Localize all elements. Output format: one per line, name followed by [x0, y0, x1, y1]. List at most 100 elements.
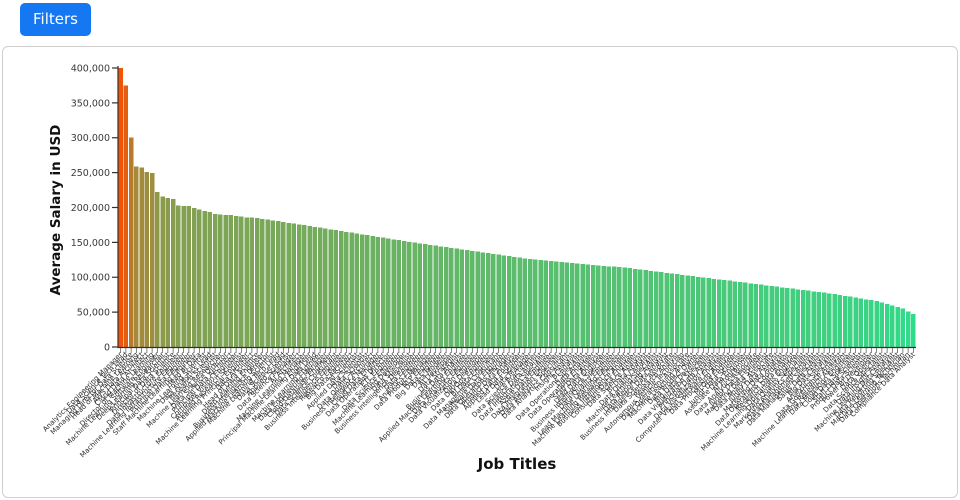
bar[interactable]: Data Science Analyst	[638, 269, 643, 347]
bar[interactable]: AI Developer	[449, 247, 454, 347]
bar[interactable]: Computer Vision Engineer	[233, 215, 239, 347]
bar[interactable]: Cloud Data Architect	[144, 171, 150, 347]
bar[interactable]: Data Manager	[527, 259, 533, 347]
bar[interactable]: Data Processing Analyst	[727, 280, 732, 347]
bar[interactable]: Data Visualization Engineer	[475, 251, 480, 347]
bar[interactable]: Big Data Architect	[349, 232, 354, 347]
bar[interactable]: Data Science Specialist	[879, 302, 885, 348]
bar[interactable]: Data Operations Specialist	[580, 263, 585, 347]
bar[interactable]: Applied Data Scientist	[359, 234, 365, 347]
bar[interactable]: Azure Data Engineer	[548, 261, 554, 347]
bar[interactable]: Data Infrastructure Engineer	[176, 205, 181, 347]
bar[interactable]: Research Scientist	[212, 213, 218, 347]
bar[interactable]: Data Analyst Associate	[769, 286, 774, 347]
bar[interactable]: Data Developer	[480, 252, 486, 347]
bar[interactable]: Staff Data Analyst	[596, 265, 601, 347]
bar[interactable]: Sales Data Analyst	[821, 292, 827, 347]
bar[interactable]: Applied Machine Learning Scientist	[270, 220, 276, 347]
bar[interactable]: Head of Data	[197, 209, 202, 347]
bar[interactable]: Data Reporting Analyst	[659, 272, 664, 347]
bar[interactable]: Managing Director Data Science	[128, 137, 134, 347]
bar[interactable]: Data Engineer	[417, 243, 423, 347]
bar[interactable]: Lead Data Scientist	[522, 258, 528, 347]
bar[interactable]: Principal Data Engineer	[186, 206, 192, 347]
bar[interactable]: Analytics Engineering Manager	[118, 68, 123, 347]
bar[interactable]: Deep Learning Researcher	[160, 196, 165, 347]
bar[interactable]: ETL Engineer	[391, 239, 396, 347]
bar[interactable]: Lead Data Engineer	[601, 265, 606, 347]
bar[interactable]: Marketing Data Analyst	[779, 287, 785, 347]
bar[interactable]: Data Operations Technician	[905, 311, 911, 347]
bar[interactable]: AI Programmer	[748, 283, 753, 347]
bar[interactable]: Data Management Specialist	[816, 291, 822, 347]
bar[interactable]: Data Operations Manager	[506, 256, 512, 347]
bar[interactable]: Business Intelligence Engineer	[338, 230, 344, 347]
bar[interactable]: MLOps Engineer	[732, 281, 738, 347]
bar[interactable]: Deep Learning Engineer	[260, 218, 265, 347]
bar[interactable]: Data Science Tech Lead	[123, 85, 129, 347]
bar[interactable]: Machine Learning Scientist	[202, 210, 207, 347]
bar[interactable]: Research Data Analyst	[790, 288, 795, 347]
bar[interactable]: Junior Data Engineer	[758, 284, 764, 347]
bar[interactable]: Data Migration Engineer	[848, 296, 853, 347]
bar[interactable]: Head of Data Science	[254, 218, 260, 347]
bar[interactable]: Data Analytics Engineer	[470, 250, 475, 347]
bar[interactable]: Junior Data Scientist	[737, 282, 743, 347]
bar[interactable]: Director of Data Science	[170, 198, 176, 347]
bar[interactable]: Compliance Data Analyst	[911, 313, 916, 347]
bar[interactable]: Data Modeler	[443, 247, 449, 347]
bar[interactable]: Data Analytics Associate	[753, 284, 759, 347]
bar[interactable]: Data Architect	[249, 217, 255, 347]
bar[interactable]: Data Visualization Analyst	[716, 279, 722, 347]
bar[interactable]: Business Intelligence Specialist	[606, 266, 612, 347]
filters-button[interactable]: Filters	[20, 3, 91, 36]
bar[interactable]: Data Operations Engineer	[590, 264, 596, 347]
bar[interactable]: Research Analyst	[674, 274, 680, 347]
bar[interactable]: Data Engineering Manager	[323, 228, 328, 347]
bar[interactable]: Data Science Director	[223, 214, 228, 347]
bar[interactable]: Marketing Analytics Specialist	[806, 290, 811, 347]
bar[interactable]: Principal Machine Learning Engineer	[307, 226, 312, 347]
bar[interactable]: AI Architect	[296, 224, 302, 347]
bar[interactable]: Data Quality Architect	[370, 235, 375, 347]
bar[interactable]: Business Data Analyst	[459, 249, 465, 347]
bar[interactable]: Analytics Specialist	[832, 294, 837, 347]
bar[interactable]: Head of Machine Learning	[134, 166, 139, 347]
bar[interactable]: Applied Research Scientist	[239, 216, 244, 347]
bar[interactable]: Software Data Engineer	[501, 255, 507, 347]
bar[interactable]: Big Data Analyst	[827, 293, 832, 347]
bar[interactable]: Data Science Lead	[281, 222, 286, 347]
bar[interactable]: Data Operator	[874, 300, 879, 347]
bar[interactable]: Machine Learning Software Engineer	[155, 191, 160, 347]
bar[interactable]: Machine Learning Principal Engineer	[244, 217, 249, 347]
bar[interactable]: Insight Analyst	[569, 262, 575, 347]
bar[interactable]: Data Science Consultant	[333, 230, 339, 347]
bar[interactable]: Business Intelligence Data Analyst	[664, 272, 669, 347]
bar[interactable]: Big Data Developer	[701, 277, 706, 347]
bar[interactable]: Staff Machine Learning Engineer	[191, 208, 197, 347]
bar[interactable]: Analytics Engineer	[422, 243, 428, 347]
bar[interactable]: AWS Data Architect	[139, 167, 144, 347]
bar[interactable]: Applied Scientist	[286, 222, 291, 347]
bar[interactable]: BI Data Analyst	[643, 270, 648, 347]
bar[interactable]: Data Analytics Specialist	[559, 261, 564, 347]
bar[interactable]: Cloud Data Specialist	[853, 297, 858, 347]
bar[interactable]: Machine Learning Specialist	[653, 271, 659, 347]
bar[interactable]: Machine Learning Tech Lead	[275, 221, 281, 347]
bar[interactable]: Data Quality Engineer	[611, 266, 617, 347]
bar[interactable]: Power BI Developer	[869, 300, 874, 347]
bar[interactable]: Junior Data Analyst	[774, 286, 780, 347]
bar[interactable]: Data Analyst	[585, 264, 591, 347]
bar[interactable]: Data Science Engineer	[396, 240, 402, 347]
bar[interactable]: Business Intelligence Manager	[375, 236, 381, 347]
bar[interactable]: Machine Learning Manager	[302, 225, 307, 347]
bar[interactable]: Machine Learning Analyst	[690, 276, 696, 347]
bar[interactable]: Data Management Consultant	[496, 254, 501, 347]
bar[interactable]: Principal Data Architect	[228, 215, 234, 347]
bar[interactable]: Principal Data Analyst	[711, 278, 717, 347]
bar[interactable]: Data Quality Specialist	[800, 290, 806, 347]
bar[interactable]: Machine Learning Engineer	[317, 227, 323, 347]
bar[interactable]: Machine Learning Developer	[401, 240, 407, 347]
bar[interactable]: Machine Learning Infrastructure Engineer	[181, 205, 186, 347]
bar[interactable]: Machine Learning Data Analyst	[890, 305, 895, 347]
